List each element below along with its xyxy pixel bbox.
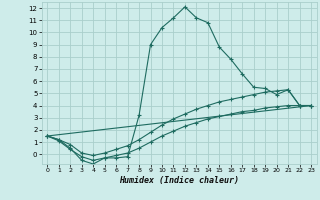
X-axis label: Humidex (Indice chaleur): Humidex (Indice chaleur): [119, 176, 239, 185]
